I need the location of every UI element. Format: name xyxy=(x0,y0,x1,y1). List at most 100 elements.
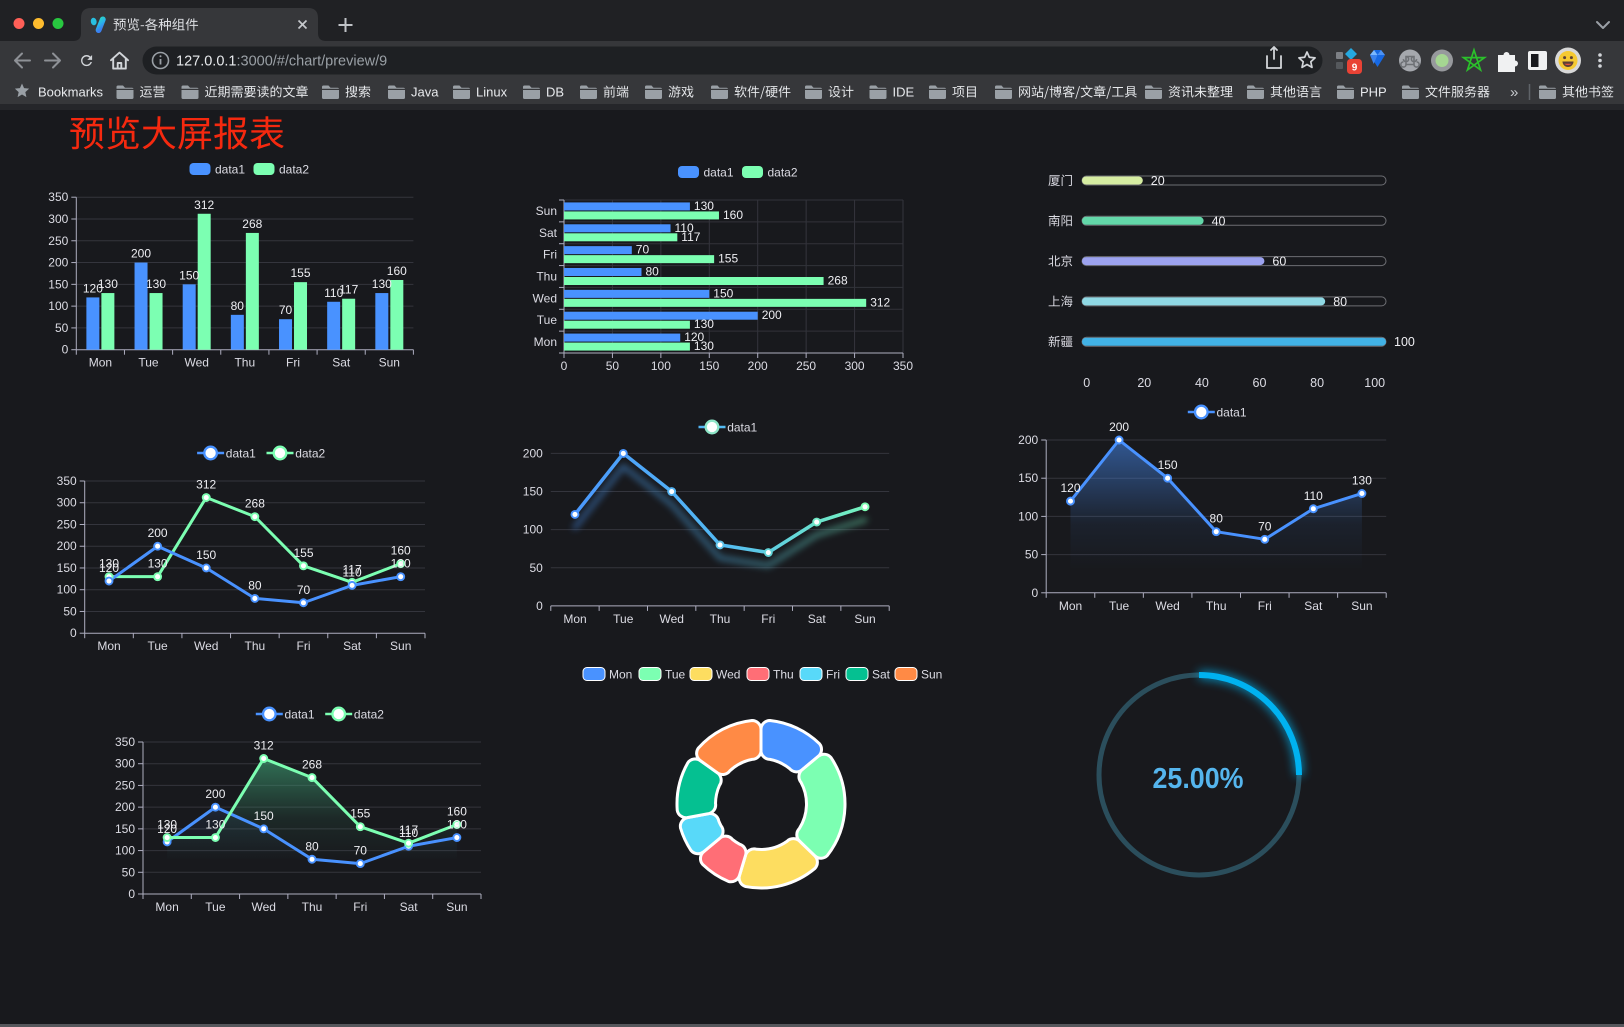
svg-text:100: 100 xyxy=(1018,509,1038,523)
svg-text:110: 110 xyxy=(675,221,694,235)
svg-text:Sun: Sun xyxy=(921,668,942,682)
svg-text:70: 70 xyxy=(279,303,293,317)
svg-text:130: 130 xyxy=(98,277,118,291)
svg-text:300: 300 xyxy=(845,359,865,373)
svg-text:100: 100 xyxy=(1394,335,1415,349)
svg-text:80: 80 xyxy=(305,839,319,853)
svg-text:50: 50 xyxy=(63,605,77,619)
svg-text:70: 70 xyxy=(1258,519,1272,533)
svg-text:Sun: Sun xyxy=(1351,599,1372,613)
svg-text:0: 0 xyxy=(536,599,543,613)
svg-text:120: 120 xyxy=(99,561,119,575)
svg-text:130: 130 xyxy=(99,557,119,571)
svg-text:Wed: Wed xyxy=(184,356,208,370)
svg-text:40: 40 xyxy=(1195,376,1209,390)
svg-text:155: 155 xyxy=(718,252,738,266)
svg-text:Sun: Sun xyxy=(390,639,411,653)
svg-text:Fri: Fri xyxy=(1258,599,1272,613)
svg-text:200: 200 xyxy=(48,256,68,270)
svg-text:50: 50 xyxy=(529,561,543,575)
svg-text:100: 100 xyxy=(1364,376,1385,390)
svg-text:Tue: Tue xyxy=(537,313,558,327)
svg-text:312: 312 xyxy=(254,739,274,753)
svg-text:Fri: Fri xyxy=(826,668,840,682)
svg-text:DB: DB xyxy=(546,85,564,100)
svg-text:110: 110 xyxy=(399,826,418,840)
svg-text:Mon: Mon xyxy=(97,639,120,653)
svg-text:Thu: Thu xyxy=(234,356,255,370)
svg-text:data2: data2 xyxy=(354,708,384,722)
svg-text:Sun: Sun xyxy=(536,204,557,218)
svg-text:350: 350 xyxy=(57,474,77,488)
svg-text:Thu: Thu xyxy=(710,612,731,626)
svg-text:100: 100 xyxy=(651,359,671,373)
svg-text:data2: data2 xyxy=(768,166,798,180)
svg-text:200: 200 xyxy=(205,787,225,801)
svg-text:150: 150 xyxy=(254,809,274,823)
svg-text:110: 110 xyxy=(343,565,362,579)
svg-text:Sat: Sat xyxy=(343,639,362,653)
svg-text:100: 100 xyxy=(48,299,68,313)
svg-text:data1: data1 xyxy=(727,421,757,435)
svg-text:»: » xyxy=(1510,84,1518,101)
svg-text:Thu: Thu xyxy=(1206,599,1227,613)
svg-text:120: 120 xyxy=(83,281,103,295)
svg-text:150: 150 xyxy=(179,268,199,282)
svg-text:127.0.0.1:3000/#/chart/preview: 127.0.0.1:3000/#/chart/preview/9 xyxy=(176,54,387,70)
svg-text:50: 50 xyxy=(1025,548,1039,562)
svg-text:20: 20 xyxy=(1151,174,1165,188)
svg-text:0: 0 xyxy=(561,359,568,373)
svg-text:130: 130 xyxy=(372,277,392,291)
svg-text:IDE: IDE xyxy=(893,85,915,100)
svg-text:Mon: Mon xyxy=(89,356,112,370)
svg-text:Thu: Thu xyxy=(536,270,557,284)
svg-text:0: 0 xyxy=(128,887,135,901)
svg-text:Wed: Wed xyxy=(251,900,275,914)
svg-text:80: 80 xyxy=(231,299,245,313)
svg-text:130: 130 xyxy=(148,557,168,571)
svg-text:Fri: Fri xyxy=(297,639,311,653)
svg-text:50: 50 xyxy=(606,359,620,373)
svg-text:150: 150 xyxy=(196,548,216,562)
svg-text:Tue: Tue xyxy=(138,356,159,370)
svg-text:250: 250 xyxy=(57,518,77,532)
svg-text:130: 130 xyxy=(391,557,411,571)
svg-text:300: 300 xyxy=(115,757,135,771)
svg-text:50: 50 xyxy=(122,865,136,879)
svg-text:80: 80 xyxy=(1210,512,1224,526)
svg-text:Sun: Sun xyxy=(854,612,875,626)
svg-text:Mon: Mon xyxy=(563,612,586,626)
svg-text:150: 150 xyxy=(48,277,68,291)
svg-text:200: 200 xyxy=(148,526,168,540)
svg-text:Tue: Tue xyxy=(1109,599,1130,613)
svg-text:120: 120 xyxy=(157,822,177,836)
svg-text:data1: data1 xyxy=(226,447,256,461)
svg-text:80: 80 xyxy=(646,265,660,279)
svg-text:Sat: Sat xyxy=(539,226,558,240)
svg-text:130: 130 xyxy=(205,818,225,832)
svg-text:160: 160 xyxy=(387,264,407,278)
svg-text:0: 0 xyxy=(1032,586,1039,600)
svg-text:120: 120 xyxy=(684,330,704,344)
svg-text:Mon: Mon xyxy=(1059,599,1082,613)
svg-text:80: 80 xyxy=(1333,295,1347,309)
svg-text:0: 0 xyxy=(62,343,69,357)
svg-text:150: 150 xyxy=(1018,471,1038,485)
svg-text:70: 70 xyxy=(636,243,650,257)
svg-text:60: 60 xyxy=(1253,376,1267,390)
svg-text:Sat: Sat xyxy=(1304,599,1323,613)
svg-text:data2: data2 xyxy=(279,163,309,177)
svg-text:Wed: Wed xyxy=(659,612,683,626)
svg-text:350: 350 xyxy=(48,190,68,204)
svg-text:200: 200 xyxy=(748,359,768,373)
svg-text:312: 312 xyxy=(194,198,214,212)
svg-text:130: 130 xyxy=(694,199,714,213)
svg-text:150: 150 xyxy=(713,286,733,300)
svg-text:Fri: Fri xyxy=(761,612,775,626)
svg-text:110: 110 xyxy=(324,286,343,300)
svg-text:70: 70 xyxy=(297,583,311,597)
svg-text:Mon: Mon xyxy=(155,900,178,914)
svg-text:data1: data1 xyxy=(285,708,315,722)
svg-text:PHP: PHP xyxy=(1360,85,1387,100)
svg-text:117: 117 xyxy=(681,230,700,244)
